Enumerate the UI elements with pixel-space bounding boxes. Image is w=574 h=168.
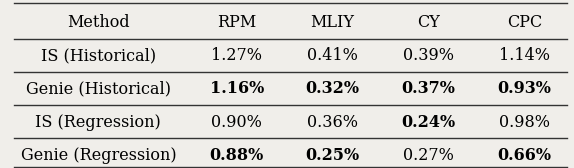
Text: IS (Regression): IS (Regression) xyxy=(36,114,161,131)
Text: 0.36%: 0.36% xyxy=(307,114,358,131)
Text: 0.32%: 0.32% xyxy=(306,80,360,97)
Text: 0.93%: 0.93% xyxy=(498,80,552,97)
Text: Genie (Historical): Genie (Historical) xyxy=(26,80,171,97)
Text: IS (Historical): IS (Historical) xyxy=(41,47,156,64)
Text: 0.27%: 0.27% xyxy=(403,146,454,163)
Text: CPC: CPC xyxy=(507,14,542,31)
Text: Method: Method xyxy=(67,14,130,31)
Text: MLIY: MLIY xyxy=(311,14,355,31)
Text: 0.24%: 0.24% xyxy=(402,114,456,131)
Text: 0.41%: 0.41% xyxy=(307,47,358,64)
Text: 0.39%: 0.39% xyxy=(403,47,454,64)
Text: 0.37%: 0.37% xyxy=(402,80,456,97)
Text: 0.66%: 0.66% xyxy=(498,146,552,163)
Text: 1.27%: 1.27% xyxy=(211,47,262,64)
Text: RPM: RPM xyxy=(217,14,257,31)
Text: 0.90%: 0.90% xyxy=(211,114,262,131)
Text: CY: CY xyxy=(417,14,440,31)
Text: 1.14%: 1.14% xyxy=(499,47,550,64)
Text: Genie (Regression): Genie (Regression) xyxy=(21,146,176,163)
Text: 0.88%: 0.88% xyxy=(210,146,264,163)
Text: 1.16%: 1.16% xyxy=(210,80,264,97)
Text: 0.98%: 0.98% xyxy=(499,114,550,131)
Text: 0.25%: 0.25% xyxy=(305,146,360,163)
